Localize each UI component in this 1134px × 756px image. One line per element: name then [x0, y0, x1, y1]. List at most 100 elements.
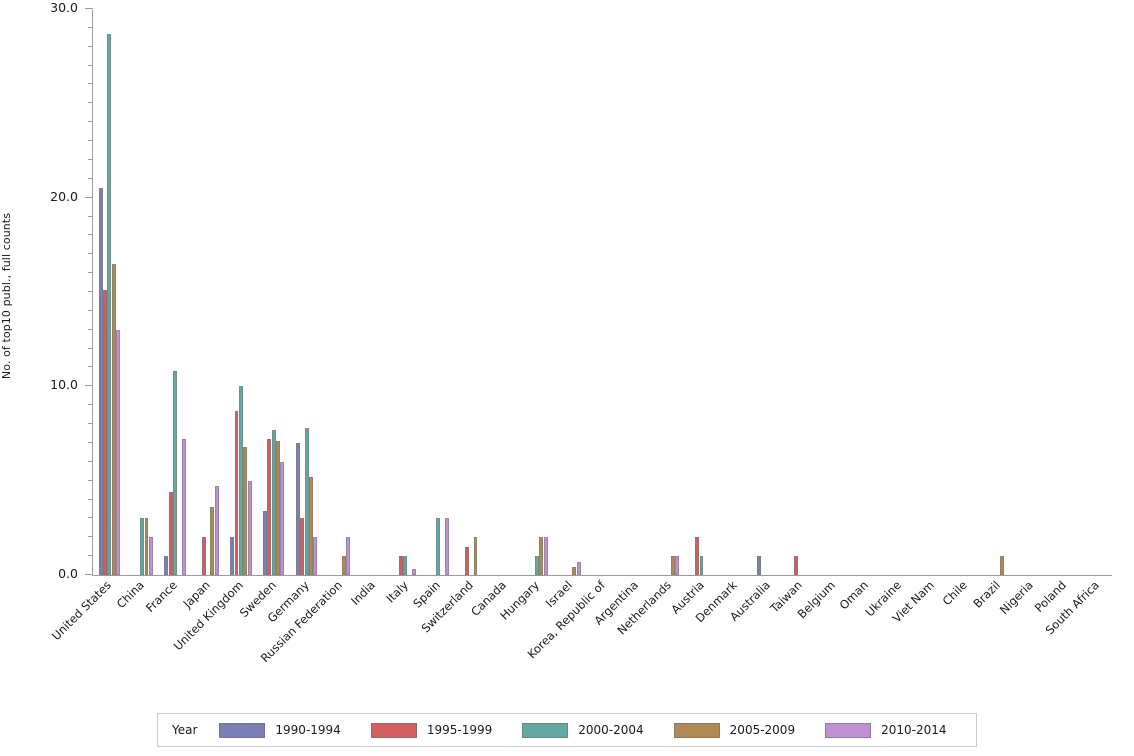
- y-axis-tick-minor: [88, 555, 93, 557]
- legend-swatch: [522, 722, 569, 738]
- legend-item[interactable]: 1995-1999: [370, 722, 492, 738]
- y-axis-tick-minor: [88, 83, 93, 85]
- bar: [296, 442, 300, 575]
- x-axis-tick-label-text: United States: [49, 578, 115, 643]
- y-axis-tick-major: 10.0: [50, 377, 93, 392]
- legend-swatch: [825, 722, 872, 738]
- y-axis-tick-label: 10.0: [50, 377, 78, 393]
- bar: [675, 556, 680, 575]
- bar: [576, 561, 581, 575]
- legend-label: 2000-2004: [578, 723, 644, 737]
- legend-item[interactable]: 1990-1994: [219, 722, 341, 738]
- y-axis-tick-major: 0.0: [58, 566, 93, 581]
- bar: [230, 537, 235, 575]
- bar: [201, 537, 206, 575]
- bar: [148, 537, 153, 575]
- y-axis-tick-minor: [88, 423, 93, 425]
- y-axis-tick-minor: [88, 177, 93, 179]
- bar: [173, 371, 178, 575]
- bar: [341, 556, 346, 575]
- bar: [115, 329, 120, 575]
- y-axis-tick-label: 30.0: [50, 0, 78, 15]
- x-axis-labels: United States China France Japan United King…: [49, 578, 1112, 698]
- y-axis-tick-label: 20.0: [50, 188, 78, 204]
- y-axis-tick-minor: [88, 45, 93, 47]
- y-axis-tick-major: 20.0: [50, 189, 93, 204]
- x-axis-tick-label: France: [143, 578, 180, 615]
- bar: [267, 439, 272, 575]
- y-axis-tick-minor: [88, 26, 93, 28]
- bar: [699, 556, 704, 575]
- bar: [535, 556, 539, 575]
- x-axis-tick-label: United States: [49, 578, 114, 643]
- y-axis-tick-minor: [88, 291, 93, 292]
- y-axis-tick-minor: [88, 328, 93, 330]
- bar: [695, 537, 700, 575]
- bar: [444, 518, 449, 575]
- y-axis-tick-minor: [88, 366, 93, 368]
- bar: [164, 556, 169, 575]
- legend-item[interactable]: 2010-2014: [825, 722, 947, 738]
- y-axis-tick-minor: [88, 517, 93, 519]
- x-axis-tick-label: Nigeria: [997, 578, 1036, 617]
- x-axis-tick-label-text: China: [114, 578, 148, 612]
- y-axis-tick-minor: [88, 234, 93, 236]
- bar: [436, 518, 441, 575]
- x-axis-tick-label: India: [348, 578, 378, 608]
- plot-area: 0.0 10.0 20.0 30.0: [50, 0, 1112, 581]
- bar: [313, 537, 318, 575]
- bar: [543, 537, 548, 575]
- x-axis-tick-label-text: Chile: [939, 578, 970, 609]
- bar: [98, 188, 103, 575]
- bar: [793, 556, 798, 575]
- x-axis-tick-label-text: Italy: [382, 578, 411, 606]
- y-axis-tick-label: 0.0: [58, 566, 78, 581]
- x-axis-tick-label: China: [114, 578, 147, 611]
- y-axis-tick-minor: [88, 140, 93, 142]
- y-axis-tick-minor: [88, 536, 93, 538]
- legend-item[interactable]: 2000-2004: [522, 722, 644, 738]
- x-axis-tick-label: Italy: [383, 578, 411, 606]
- bar: [210, 507, 215, 575]
- bar: [276, 441, 281, 575]
- y-axis-tick-minor: [88, 272, 93, 274]
- bar: [102, 290, 107, 575]
- bar: [280, 461, 285, 575]
- bar: [111, 263, 116, 575]
- y-axis-tick-minor: [88, 253, 93, 255]
- x-axis-tick-label-text: India: [347, 578, 378, 608]
- bar: [168, 492, 173, 575]
- y-axis-tick-minor: [88, 441, 93, 443]
- y-axis-tick-minor: [88, 102, 93, 104]
- legend-label: 2005-2009: [729, 723, 796, 737]
- bar: [300, 518, 305, 575]
- bar: [304, 427, 309, 575]
- bar: [144, 518, 149, 575]
- bar: [271, 429, 276, 575]
- bar: [309, 476, 313, 575]
- bar: [399, 556, 403, 575]
- bar: [412, 569, 417, 575]
- bar: [572, 567, 577, 575]
- y-axis-tick-minor: [88, 121, 93, 123]
- y-axis-tick-minor: [88, 460, 93, 462]
- legend-label: 2010-2014: [881, 723, 947, 737]
- legend-items: 1990-1994 1995-1999 2000-2004 2005-2009 2010…: [219, 722, 976, 738]
- bar: [670, 556, 675, 575]
- y-axis-tick-minor: [88, 158, 93, 160]
- y-axis-tick-minor: [88, 404, 93, 406]
- legend-item[interactable]: 2005-2009: [673, 722, 796, 738]
- bar: [140, 518, 145, 575]
- x-axis-tick-label: Chile: [940, 578, 970, 608]
- bar: [243, 446, 248, 575]
- bar: [214, 486, 219, 575]
- legend-title: Year: [172, 723, 198, 737]
- y-axis-title-text: No. of top10 publ., full counts: [0, 212, 13, 380]
- bars-layer: [93, 10, 1112, 575]
- y-axis-tick-minor: [88, 64, 93, 66]
- bar: [1000, 556, 1004, 575]
- legend-label: 1990-1994: [275, 723, 341, 737]
- bar: [234, 410, 239, 575]
- bar: [473, 537, 478, 575]
- bar: [107, 33, 112, 575]
